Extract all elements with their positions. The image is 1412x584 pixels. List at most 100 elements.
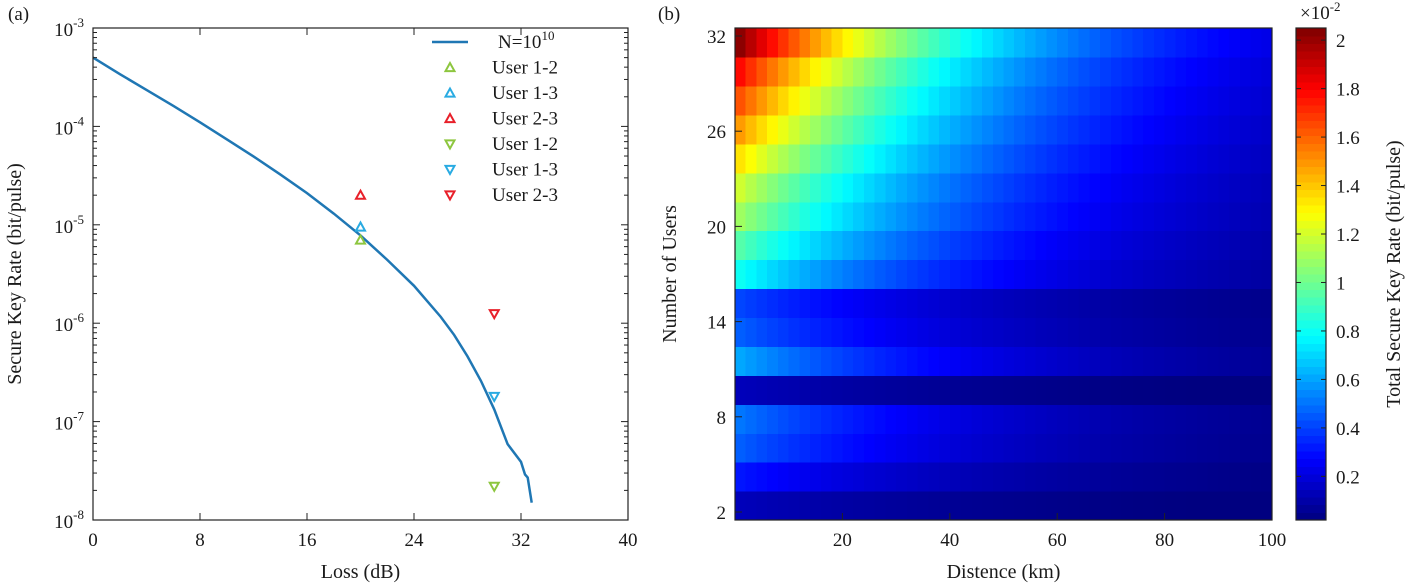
heatmap-cell — [885, 201, 897, 232]
heatmap-cell — [1207, 288, 1219, 319]
heatmap-cell — [1196, 230, 1209, 261]
heatmap-cell — [1014, 143, 1026, 174]
heatmap-cell — [1143, 143, 1155, 174]
legend-marker — [443, 60, 457, 73]
heatmap-cell — [799, 28, 811, 58]
heatmap-cell — [917, 259, 929, 290]
heatmap-cell — [863, 288, 876, 319]
heatmap-cell — [1110, 491, 1123, 521]
heatmap-cell — [1229, 259, 1241, 290]
heatmap-cell — [831, 288, 843, 319]
heatmap-cell — [1110, 85, 1123, 116]
heatmap-cell — [863, 462, 876, 492]
heatmap-cell — [1186, 491, 1198, 521]
heatmap-cell — [1207, 143, 1219, 174]
heatmap-cell — [874, 491, 886, 521]
heatmap-cell — [831, 462, 843, 492]
colorbar-segment — [1296, 397, 1326, 406]
heatmap-cell — [820, 28, 833, 58]
heatmap-cell — [1218, 433, 1230, 463]
heatmap-cell — [777, 462, 790, 492]
heatmap-cell — [863, 143, 876, 174]
heatmap-cell — [735, 201, 747, 232]
heatmap-cell — [735, 85, 747, 116]
x-tick-label-b: 80 — [1155, 530, 1174, 551]
heatmap-cell — [1121, 201, 1133, 232]
heatmap-cell — [960, 85, 972, 116]
heatmap-cell — [1250, 230, 1262, 261]
heatmap-cell — [1100, 28, 1112, 58]
colorbar-segment — [1296, 181, 1326, 191]
heatmap-cell — [1218, 56, 1230, 87]
heatmap-cell — [1046, 172, 1058, 203]
heatmap-cell — [863, 491, 876, 521]
heatmap-cell — [1057, 433, 1069, 463]
heatmap-cell — [831, 404, 843, 434]
heatmap-cell — [1110, 462, 1123, 492]
heatmap-cell — [767, 85, 779, 116]
heatmap-cell — [863, 85, 876, 116]
heatmap-cell — [1229, 433, 1241, 463]
heatmap-cell — [1143, 114, 1155, 145]
heatmap-cell — [906, 433, 919, 463]
colorbar-segment — [1296, 335, 1326, 344]
heatmap-cell — [788, 56, 801, 87]
heatmap-cell — [906, 56, 919, 87]
heatmap-cell — [799, 375, 811, 405]
heatmap-cell — [896, 462, 908, 492]
heatmap-cell — [928, 85, 940, 116]
heatmap-cell — [1186, 56, 1198, 87]
heatmap-cell — [971, 433, 983, 463]
heatmap-cell — [853, 259, 865, 290]
heatmap-cell — [874, 201, 886, 232]
heatmap-cell — [906, 462, 919, 492]
heatmap-cell — [1024, 259, 1037, 290]
heatmap-cell — [1078, 375, 1091, 405]
heatmap-cell — [949, 28, 962, 58]
heatmap-cell — [1229, 462, 1241, 492]
heatmap-cell — [1014, 433, 1026, 463]
colorbar-segment — [1296, 412, 1326, 421]
heatmap-cell — [1250, 56, 1262, 87]
heatmap-cell — [1046, 114, 1058, 145]
heatmap-cell — [1143, 404, 1155, 434]
heatmap-cell — [1153, 172, 1166, 203]
heatmap-cell — [1229, 56, 1241, 87]
heatmap-cell — [885, 462, 897, 492]
heatmap-cell — [735, 259, 747, 290]
heatmap-cell — [885, 143, 897, 174]
heatmap-cell — [928, 114, 940, 145]
heatmap-cell — [735, 375, 747, 405]
heatmap-cell — [906, 491, 919, 521]
heatmap-cell — [917, 114, 929, 145]
heatmap-cell — [1121, 288, 1133, 319]
heatmap-cell — [745, 317, 758, 347]
heatmap-cell — [1250, 259, 1262, 290]
heatmap-cell — [1153, 56, 1166, 87]
heatmap-cell — [777, 28, 790, 58]
colorbar-tick-label: 2 — [1336, 31, 1346, 52]
colorbar-segment — [1296, 266, 1326, 275]
heatmap-cell — [842, 28, 854, 58]
heatmap-cell — [1196, 317, 1209, 347]
heatmap-cell — [777, 56, 790, 87]
heatmap-cell — [982, 404, 994, 434]
heatmap-cell — [1250, 462, 1262, 492]
axes-frame-b — [734, 27, 1273, 521]
heatmap-cell — [1132, 375, 1144, 405]
heatmap-cell — [906, 230, 919, 261]
legend-label: User 1-2 — [492, 134, 558, 155]
heatmap-cell — [1229, 288, 1241, 319]
heatmap-cell — [820, 317, 833, 347]
colorbar-tick-label: 1.2 — [1336, 225, 1360, 246]
heatmap-cell — [1239, 404, 1252, 434]
heatmap-cell — [1046, 28, 1058, 58]
heatmap-cell — [788, 317, 801, 347]
heatmap-cell — [799, 462, 811, 492]
heatmap-cell — [1143, 85, 1155, 116]
heatmap-cell — [1261, 404, 1273, 434]
heatmap-cell — [820, 288, 833, 319]
heatmap-cell — [949, 317, 962, 347]
y-tick-label-a: 10-7 — [54, 409, 84, 435]
heatmap-cell — [853, 85, 865, 116]
